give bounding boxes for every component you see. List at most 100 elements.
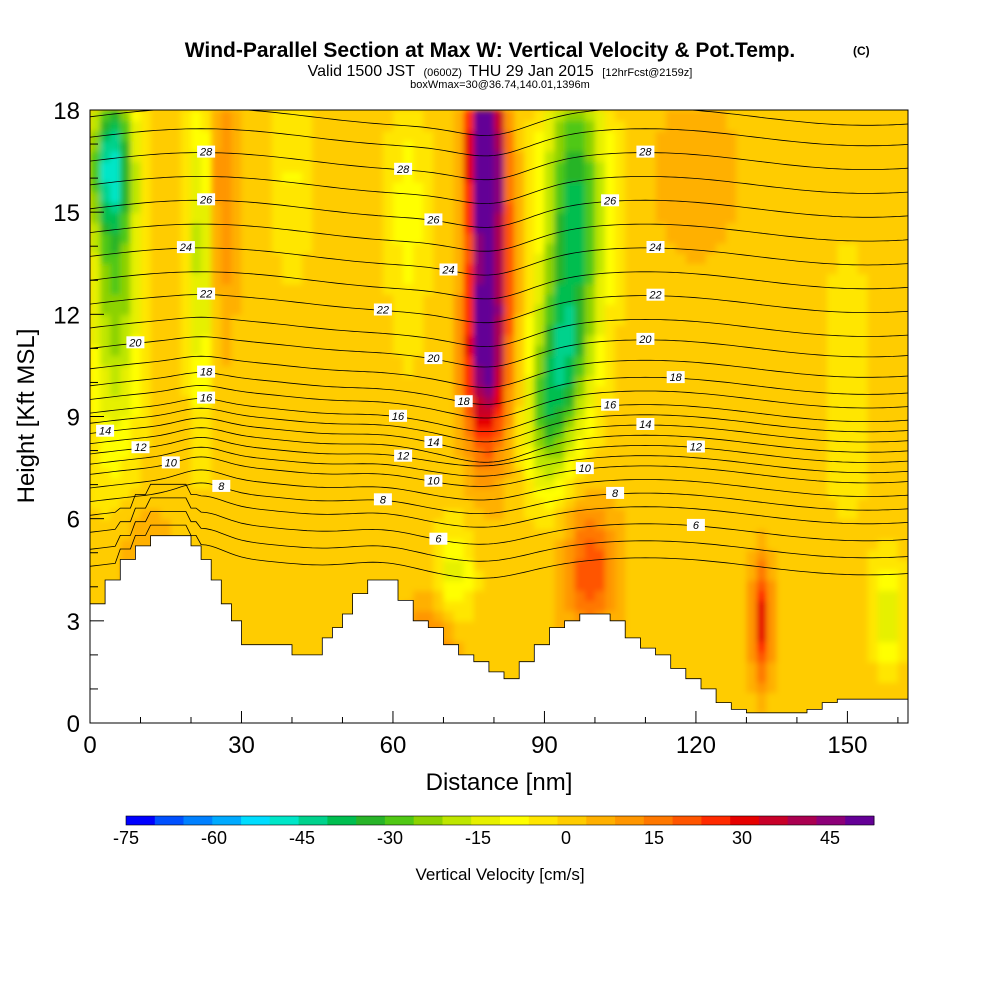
w-cell [565,570,576,581]
w-cell [221,182,232,193]
w-cell [656,192,667,203]
w-cell [534,274,545,285]
w-cell [494,161,505,172]
w-cell [827,590,838,601]
w-cell [282,437,293,448]
w-cell [706,519,717,530]
w-cell [837,549,848,560]
w-cell [312,396,323,407]
w-cell [817,509,828,520]
w-cell [757,406,768,417]
w-cell [534,314,545,325]
w-cell [363,509,374,520]
w-cell [272,274,283,285]
w-cell [343,233,354,244]
w-cell [312,600,323,611]
w-cell [898,468,909,479]
w-cell [363,376,374,387]
w-cell [757,600,768,611]
w-cell [595,427,606,438]
w-cell [171,519,182,530]
w-cell [706,662,717,673]
w-cell [746,703,757,714]
w-cell [746,253,757,264]
w-cell [211,274,222,285]
w-cell [686,662,697,673]
w-cell [484,631,495,642]
w-cell [242,274,253,285]
w-cell [110,314,121,325]
w-cell [110,151,121,162]
w-cell [282,253,293,264]
w-cell [292,468,303,479]
w-cell [383,263,394,274]
w-cell [595,365,606,376]
w-cell [878,222,889,233]
w-cell [726,498,737,509]
y-tick-label: 0 [67,711,80,738]
w-cell [736,161,747,172]
w-cell [141,284,152,295]
w-cell [696,611,707,622]
w-cell [201,549,212,560]
w-cell [666,325,677,336]
w-cell [413,202,424,213]
colorbar-swatch [270,816,299,825]
w-cell [777,703,788,714]
w-cell [201,519,212,530]
w-cell [231,151,242,162]
w-cell [656,345,667,356]
w-cell [161,141,172,152]
w-cell [262,570,273,581]
w-cell [736,355,747,366]
w-cell [151,130,162,141]
w-cell [575,192,586,203]
w-cell [605,294,616,305]
w-cell [484,294,495,305]
w-cell [656,417,667,428]
w-cell [494,641,505,652]
w-cell [363,314,374,325]
w-cell [544,570,555,581]
w-cell [423,151,434,162]
w-cell [726,365,737,376]
w-cell [635,437,646,448]
w-cell [827,682,838,693]
w-cell [383,120,394,131]
w-cell [847,417,858,428]
w-cell [332,263,343,274]
w-cell [757,641,768,652]
w-cell [514,560,525,571]
w-cell [191,468,202,479]
w-cell [332,468,343,479]
w-cell [403,294,414,305]
w-cell [706,600,717,611]
w-cell [555,192,566,203]
w-cell [837,580,848,591]
w-cell [847,631,858,642]
w-cell [544,498,555,509]
w-cell [868,682,879,693]
w-cell [645,549,656,560]
w-cell [585,263,596,274]
w-cell [878,365,889,376]
w-cell [787,314,798,325]
w-cell [676,509,687,520]
w-cell [716,509,727,520]
w-cell [282,549,293,560]
w-cell [504,325,515,336]
w-cell [252,314,263,325]
w-cell [494,294,505,305]
w-cell [585,284,596,295]
w-cell [585,304,596,315]
w-cell [302,325,313,336]
w-cell [151,376,162,387]
w-cell [777,692,788,703]
w-cell [555,314,566,325]
w-cell [656,212,667,223]
w-cell [726,488,737,499]
w-cell [282,263,293,274]
w-cell [464,621,475,632]
w-cell [181,253,192,264]
w-cell [878,284,889,295]
